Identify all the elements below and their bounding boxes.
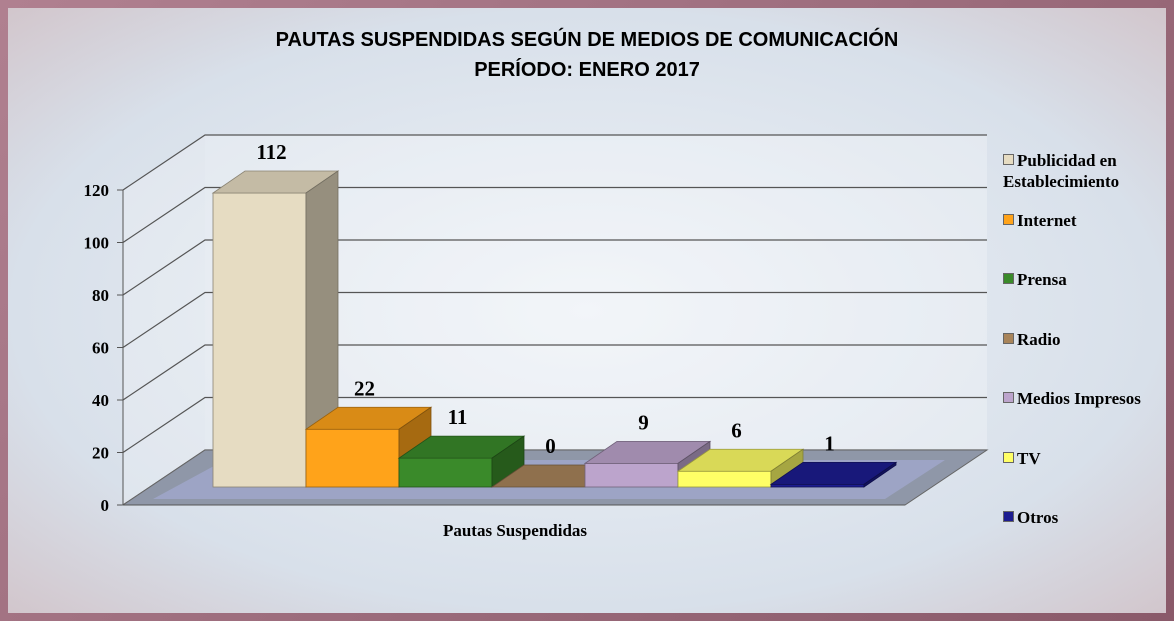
y-tick-label: 60 — [92, 339, 109, 358]
legend-swatch — [1003, 154, 1014, 165]
legend-label: Otros — [1017, 508, 1059, 527]
y-tick-label: 100 — [84, 234, 110, 253]
legend-label: Medios Impresos — [1017, 389, 1141, 408]
data-label: 11 — [448, 405, 468, 429]
grid-line — [122, 291, 987, 348]
chart-title: PAUTAS SUSPENDIDAS SEGÚN DE MEDIOS DE CO… — [276, 27, 899, 51]
legend-entry: Publicidad en Establecimiento — [1003, 150, 1168, 192]
x-tick-label: Pautas Suspendidas — [443, 521, 587, 540]
y-tick-label: 20 — [92, 444, 109, 463]
bar-side — [863, 461, 897, 488]
bar — [398, 457, 493, 488]
legend-swatch — [1003, 392, 1014, 403]
legend-entry: Medios Impresos — [1003, 388, 1168, 409]
chart-subtitle: PERÍODO: ENERO 2017 — [474, 58, 700, 81]
y-tick-label: 80 — [92, 286, 109, 305]
legend-swatch — [1003, 273, 1014, 284]
data-label: 0 — [545, 434, 556, 458]
y-tick-label: 0 — [101, 496, 110, 515]
legend-label: Publicidad en Establecimiento — [1003, 151, 1120, 191]
data-label: 22 — [354, 376, 375, 400]
legend-entry: TV — [1003, 448, 1168, 469]
grid-line — [122, 239, 987, 296]
legend-swatch — [1003, 332, 1014, 344]
bar — [677, 470, 772, 488]
data-label: 112 — [256, 140, 286, 164]
grid-line — [122, 134, 987, 191]
legend-swatch — [1003, 213, 1014, 225]
background — [8, 8, 1166, 613]
data-label: 6 — [731, 418, 742, 442]
legend-label: Prensa — [1017, 270, 1067, 289]
legend-entry: Internet — [1003, 210, 1168, 231]
bar — [305, 428, 400, 488]
legend-label: Internet — [1017, 210, 1077, 230]
y-tick-label: 120 — [84, 181, 110, 200]
grid-line — [122, 186, 987, 243]
legend-entry: Prensa — [1003, 269, 1168, 290]
grid-line — [122, 344, 987, 401]
legend-entry: Otros — [1003, 507, 1168, 528]
legend-swatch — [1003, 511, 1014, 522]
data-label: 1 — [824, 431, 835, 455]
legend-entry: Radio — [1003, 329, 1168, 350]
grid-line — [122, 396, 987, 453]
y-tick-label: 40 — [92, 391, 109, 410]
legend-label: TV — [1017, 448, 1041, 468]
legend-swatch — [1003, 451, 1014, 463]
legend-label: Radio — [1017, 329, 1061, 349]
bar — [212, 192, 307, 488]
data-label: 9 — [638, 410, 649, 434]
bar — [584, 462, 679, 488]
